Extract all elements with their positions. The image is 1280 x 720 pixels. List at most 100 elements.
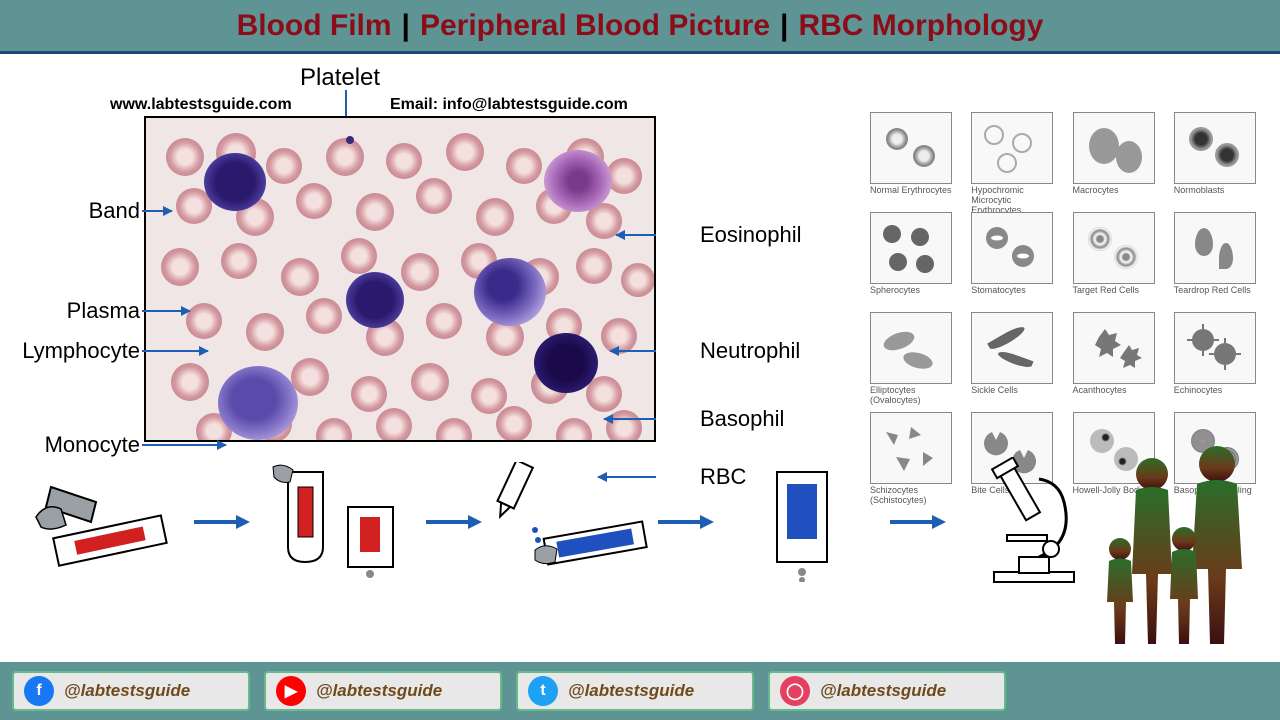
morph-label: Target Red Cells — [1073, 286, 1140, 306]
rbc-cell — [476, 198, 514, 236]
morph-normoblasts: Normoblasts — [1174, 112, 1265, 206]
footer-bar: f@labtestsguide▶@labtestsguidet@labtests… — [0, 662, 1280, 720]
arrow-icon — [610, 350, 656, 352]
morph-thumb — [870, 112, 952, 184]
morph-teardrop-red-cells: Teardrop Red Cells — [1174, 212, 1265, 306]
rbc-cell — [281, 258, 319, 296]
morph-thumb — [1174, 112, 1256, 184]
morph-label: Echinocytes — [1174, 386, 1223, 406]
social-facebook[interactable]: f @labtestsguide — [12, 671, 250, 711]
arrow-icon — [424, 512, 484, 532]
morph-thumb — [1073, 212, 1155, 284]
morph-thumb — [870, 212, 952, 284]
email-text: Email: info@labtestsguide.com — [390, 96, 628, 114]
rbc-cell — [376, 408, 412, 442]
morph-thumb — [1073, 112, 1155, 184]
label-lymphocyte: Lymphocyte — [10, 338, 140, 364]
arrow-icon — [192, 512, 252, 532]
arrow-icon — [142, 444, 226, 446]
social-handle: @labtestsguide — [820, 681, 946, 701]
label-neutrophil: Neutrophil — [700, 338, 800, 364]
social-instagram[interactable]: ◯ @labtestsguide — [768, 671, 1006, 711]
rbc-cell — [556, 418, 592, 442]
wbc-eos — [544, 150, 612, 212]
morph-label: Elliptocytes (Ovalocytes) — [870, 386, 961, 406]
wbc-baso — [534, 333, 598, 393]
rbc-cell — [601, 318, 637, 354]
title-sep-1: | — [402, 9, 410, 43]
social-twitter[interactable]: t@labtestsguide — [516, 671, 754, 711]
morph-label: Teardrop Red Cells — [1174, 286, 1251, 306]
rbc-cell — [316, 418, 352, 442]
wbc-lymph — [346, 272, 404, 328]
rbc-cell — [416, 178, 452, 214]
morph-thumb — [1174, 312, 1256, 384]
morph-label: Acanthocytes — [1073, 386, 1127, 406]
rbc-cell — [221, 243, 257, 279]
rbc-cell — [326, 138, 364, 176]
morph-target-red-cells: Target Red Cells — [1073, 212, 1164, 306]
step-slide-icon — [716, 457, 888, 587]
morph-elliptocytes-ovalocytes-: Elliptocytes (Ovalocytes) — [870, 312, 961, 406]
title-part-1: Blood Film — [237, 9, 392, 43]
social-youtube[interactable]: ▶ @labtestsguide — [264, 671, 502, 711]
rbc-cell — [436, 418, 472, 442]
step-smear-icon — [20, 457, 192, 587]
social-handle: @labtestsguide — [316, 681, 442, 701]
morph-acanthocytes: Acanthocytes — [1073, 312, 1164, 406]
wbc-neut — [474, 258, 546, 326]
label-basophil: Basophil — [700, 406, 784, 432]
rbc-cell — [351, 376, 387, 412]
rbc-cell — [411, 363, 449, 401]
rbc-cell — [161, 248, 199, 286]
rbc-cell — [506, 148, 542, 184]
instagram-icon: ◯ — [780, 676, 810, 706]
title-part-3: RBC Morphology — [798, 9, 1043, 43]
morph-label: Macrocytes — [1073, 186, 1119, 206]
morph-label: Normoblasts — [1174, 186, 1225, 206]
family-silhouette-icon — [1092, 444, 1272, 644]
rbc-cell — [171, 363, 209, 401]
rbc-cell — [446, 133, 484, 171]
social-handle: @labtestsguide — [64, 681, 190, 701]
morph-stomatocytes: Stomatocytes — [971, 212, 1062, 306]
rbc-cell — [386, 143, 422, 179]
label-band: Band — [10, 198, 140, 224]
step-stain-icon — [484, 457, 656, 587]
label-eosinophil: Eosinophil — [700, 222, 802, 248]
title-part-2: Peripheral Blood Picture — [420, 9, 770, 43]
site-url: www.labtestsguide.com — [110, 96, 292, 114]
facebook-icon: f — [24, 676, 54, 706]
morph-thumb — [1174, 212, 1256, 284]
morph-hypochromic-microcytic-erythrocytes: Hypochromic Microcytic Erythrocytes — [971, 112, 1062, 206]
morph-thumb — [971, 112, 1053, 184]
morph-thumb — [971, 212, 1053, 284]
rbc-cell — [401, 253, 439, 291]
morph-sickle-cells: Sickle Cells — [971, 312, 1062, 406]
morph-normal-erythrocytes: Normal Erythrocytes — [870, 112, 961, 206]
header-bar: Blood Film | Peripheral Blood Picture | … — [0, 0, 1280, 54]
wbc-mono — [218, 366, 298, 440]
rbc-cell — [246, 313, 284, 351]
rbc-cell — [471, 378, 507, 414]
arrow-icon — [656, 512, 716, 532]
morph-thumb — [1073, 312, 1155, 384]
rbc-cell — [291, 358, 329, 396]
youtube-icon: ▶ — [276, 676, 306, 706]
arrow-icon — [888, 512, 948, 532]
rbc-cell — [576, 248, 612, 284]
morph-thumb — [870, 312, 952, 384]
blood-smear-image — [144, 116, 656, 442]
twitter-icon: t — [528, 676, 558, 706]
arrow-icon — [142, 210, 172, 212]
rbc-cell — [341, 238, 377, 274]
rbc-cell — [166, 138, 204, 176]
platelet-label: Platelet — [300, 64, 380, 92]
process-row — [20, 452, 1120, 592]
rbc-cell — [306, 298, 342, 334]
morph-label: Sickle Cells — [971, 386, 1018, 406]
arrow-icon — [616, 234, 656, 236]
morph-spherocytes: Spherocytes — [870, 212, 961, 306]
rbc-cell — [186, 303, 222, 339]
wbc-band — [204, 153, 266, 211]
